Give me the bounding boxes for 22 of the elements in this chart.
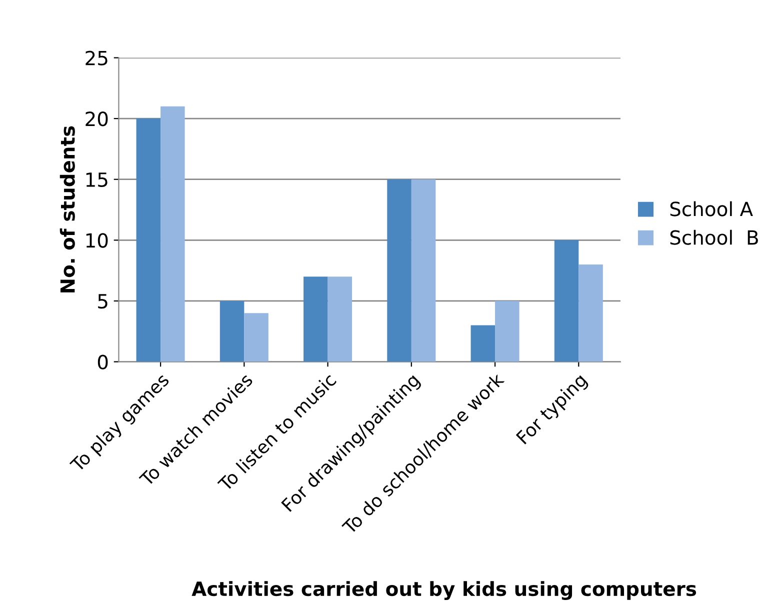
bar	[470, 325, 496, 362]
y-tick-label: 25	[86, 50, 108, 66]
bar	[220, 300, 244, 362]
bar	[578, 264, 603, 362]
y-tick-label: 20	[86, 112, 108, 126]
y-tick-label: 5	[98, 294, 108, 309]
legend-label: School A	[670, 201, 753, 216]
y-axis-title: No. of students	[60, 126, 75, 292]
x-axis-title: Activities carried out by kids using computers	[192, 581, 696, 600]
bar	[244, 313, 268, 362]
bar	[495, 300, 520, 362]
y-tick-label: 0	[98, 354, 108, 370]
bar	[387, 179, 412, 362]
bar	[554, 240, 579, 362]
bar	[411, 179, 436, 362]
bar	[160, 106, 185, 362]
bar	[136, 118, 161, 362]
bar	[304, 276, 328, 362]
legend-label: School B	[670, 230, 758, 245]
y-tick-label: 15	[86, 172, 108, 188]
y-tick-label: 10	[86, 233, 108, 248]
bar	[328, 276, 352, 362]
